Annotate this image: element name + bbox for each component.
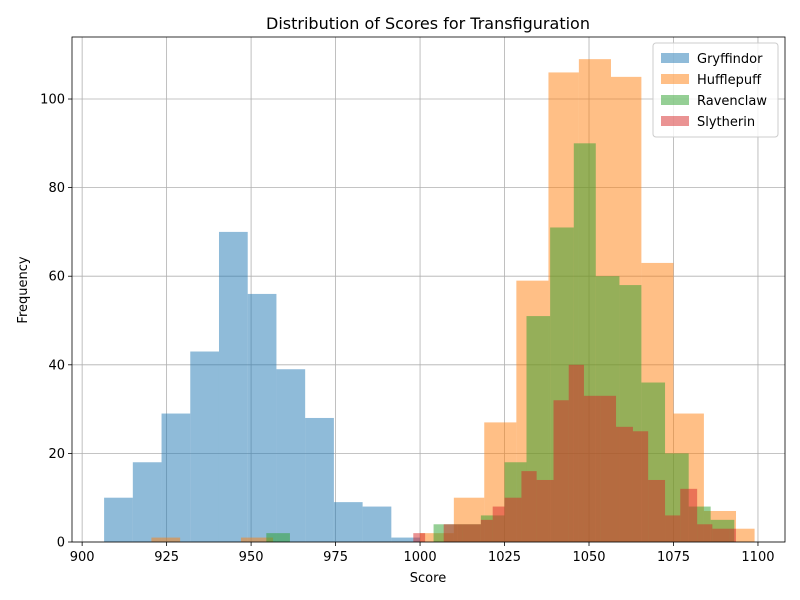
histogram-bar [583,395,601,542]
histogram-bar [104,497,133,542]
histogram-bar [492,506,505,542]
histogram-bar [266,533,290,542]
legend-label: Hufflepuff [697,73,762,88]
histogram-bar [190,351,219,542]
histogram-bars [104,59,755,543]
legend: Gryffindor Hufflepuff Ravenclaw Slytherin [652,42,779,138]
legend-swatch [661,116,689,126]
legend-swatch [661,74,689,84]
histogram-bar [391,537,421,542]
histogram-bar [151,537,181,542]
legend-label: Ravenclaw [697,94,767,109]
histogram-bar [462,524,481,542]
histogram-bar [218,231,248,542]
histogram-bar [632,431,649,542]
series-gryffindor [104,231,421,542]
x-tick-label: 950 [239,550,264,565]
histogram-bar [443,524,463,542]
histogram-bar [240,537,274,542]
histogram-bar [276,369,306,542]
y-tick-label: 20 [48,447,65,462]
histogram-bar [413,533,426,542]
histogram-bar [247,293,277,542]
histogram-bar [729,528,737,542]
histogram-bar [616,426,633,542]
y-tick-label: 60 [48,270,65,285]
x-tick-label: 1025 [488,550,521,565]
legend-label: Slytherin [697,115,755,130]
histogram-bar [161,413,191,542]
histogram-bar [680,488,698,542]
x-tick-label: 1050 [572,550,605,565]
x-tick-label: 1100 [741,550,774,565]
histogram-bar [736,528,755,542]
histogram-bar [132,462,162,542]
series-slytherin [413,364,737,542]
y-axis-label: Frequency [16,256,31,323]
x-tick-label: 900 [70,550,95,565]
legend-swatch [661,95,689,105]
histogram-bar [333,502,363,542]
histogram-bar [536,479,554,542]
x-tick-label: 925 [154,550,179,565]
histogram-bar [600,395,617,542]
chart-title: Distribution of Scores for Transfigurati… [266,14,590,33]
x-tick-label: 1000 [404,550,437,565]
x-axis-label: Score [410,571,446,586]
x-tick-label: 975 [323,550,348,565]
histogram-bar [648,479,666,542]
histogram-bar [480,519,493,542]
y-tick-label: 80 [48,181,65,196]
histogram-bar [568,364,584,542]
axis-ticks: 900 925 950 975 1000 1025 1050 1075 1100 0 20 40 60 8… [40,93,774,565]
legend-label: Gryffindor [697,52,763,67]
legend-box [652,42,779,138]
histogram-bar [362,506,392,542]
legend-swatch [661,53,689,63]
y-tick-label: 40 [48,358,65,373]
histogram-bar [697,524,713,542]
y-tick-label: 0 [57,536,65,551]
histogram-bar [305,417,334,542]
y-tick-label: 100 [40,93,65,108]
histogram-bar [553,400,569,542]
histogram-bar [504,497,522,542]
x-tick-label: 1075 [657,550,690,565]
histogram-bar [665,515,681,542]
plot-frame [71,36,786,543]
histogram-bar [521,471,537,542]
histogram-bar [712,528,730,542]
